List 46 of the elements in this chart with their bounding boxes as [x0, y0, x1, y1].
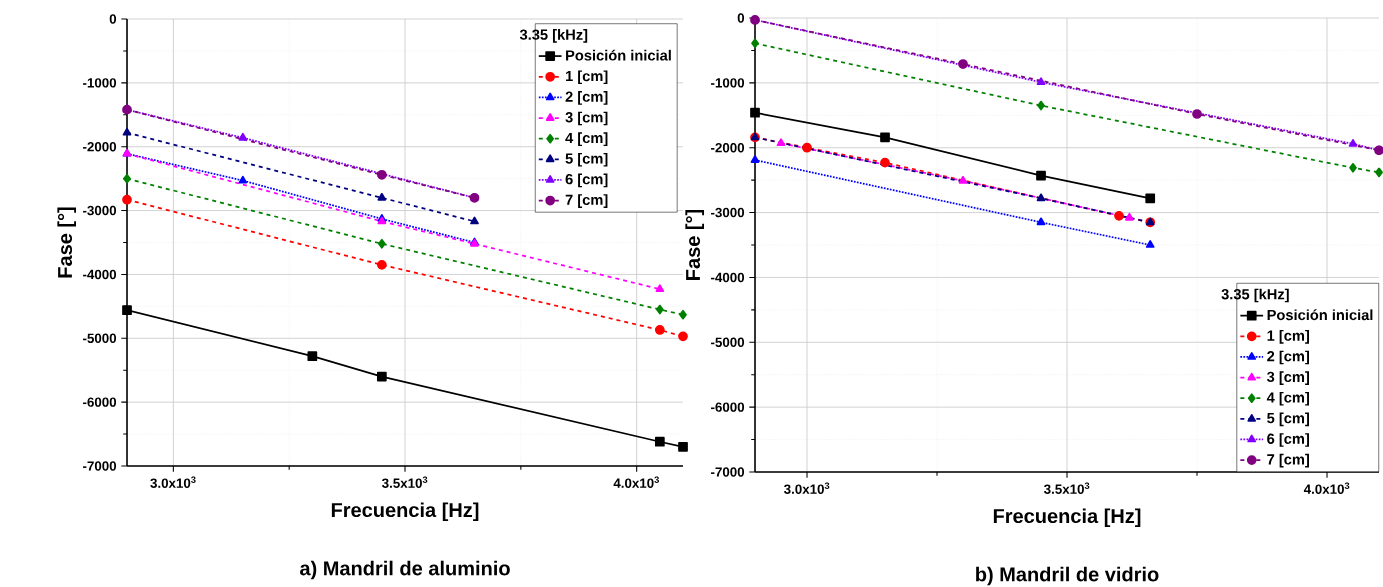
text: a) Mandril de aluminio: [300, 560, 510, 580]
y-tick-label: 0: [737, 13, 745, 23]
y-tick-label: -7000: [83, 461, 117, 471]
legend-label: 1 [cm]: [1267, 330, 1309, 344]
x-tick-label: 3.5x10$^{3}$: [382, 476, 428, 488]
x-tick-label: 3.5x10$^{3}$: [1044, 482, 1090, 494]
y-tick-label: -5000: [83, 333, 117, 343]
legend-label: 5 [cm]: [1267, 412, 1309, 427]
y-tick-label: -6000: [83, 397, 117, 407]
y-tick-label: -3000: [83, 205, 117, 216]
y-tick-label: -1000: [83, 78, 117, 88]
legend-title: 3.35 [kHz]: [1221, 288, 1289, 303]
x-tick-label: 3.0x10$^{3}$: [784, 482, 830, 494]
legend-title: 3.35 [kHz]: [519, 29, 588, 43]
y-tick-label: -7000: [711, 467, 745, 477]
y-tick-label: -4000: [711, 272, 745, 283]
y-tick-label: -2000: [83, 142, 117, 152]
text: b) Mandril de vidrio: [976, 566, 1159, 586]
y-tick-label: 0: [109, 14, 117, 24]
legend-label: 3 [cm]: [565, 111, 608, 126]
legend-label: 2 [cm]: [1267, 350, 1309, 365]
x-tick-label: 4.0x10$^{3}$: [1303, 482, 1350, 494]
x-axis-title: Frecuencia [Hz]: [993, 508, 1141, 528]
x-tick-label: 3.0x10$^{3}$: [150, 476, 196, 488]
legend-label: 7 [cm]: [565, 194, 608, 208]
x-tick-label: 4.0x10$^{3}$: [613, 476, 659, 488]
legend-label: 4 [cm]: [565, 132, 608, 146]
y-tick-label: -4000: [83, 269, 117, 280]
legend-label: 1 [cm]: [566, 70, 608, 85]
legend-label: 3 [cm]: [1266, 371, 1309, 385]
legend-label: 5 [cm]: [565, 152, 608, 167]
y-tick-label: -2000: [711, 143, 745, 153]
legend-label: Posición inicial: [566, 49, 671, 61]
legend-label: 2 [cm]: [565, 91, 608, 105]
x-axis-title: Frecuencia [Hz]: [331, 502, 479, 522]
legend-label: 6 [cm]: [565, 173, 608, 188]
y-tick-label: -5000: [711, 337, 745, 347]
legend-label: 4 [cm]: [1266, 391, 1309, 406]
legend-label: Posición inicial: [1267, 309, 1373, 321]
legend-label: 7 [cm]: [1267, 453, 1309, 468]
y-axis-title: Fase [°]: [57, 207, 77, 278]
y-tick-label: -3000: [711, 207, 745, 218]
legend-label: 6 [cm]: [1267, 433, 1309, 447]
y-axis-title: Fase [°]: [685, 209, 705, 280]
y-tick-label: -1000: [711, 78, 745, 88]
y-tick-label: -6000: [711, 402, 745, 412]
